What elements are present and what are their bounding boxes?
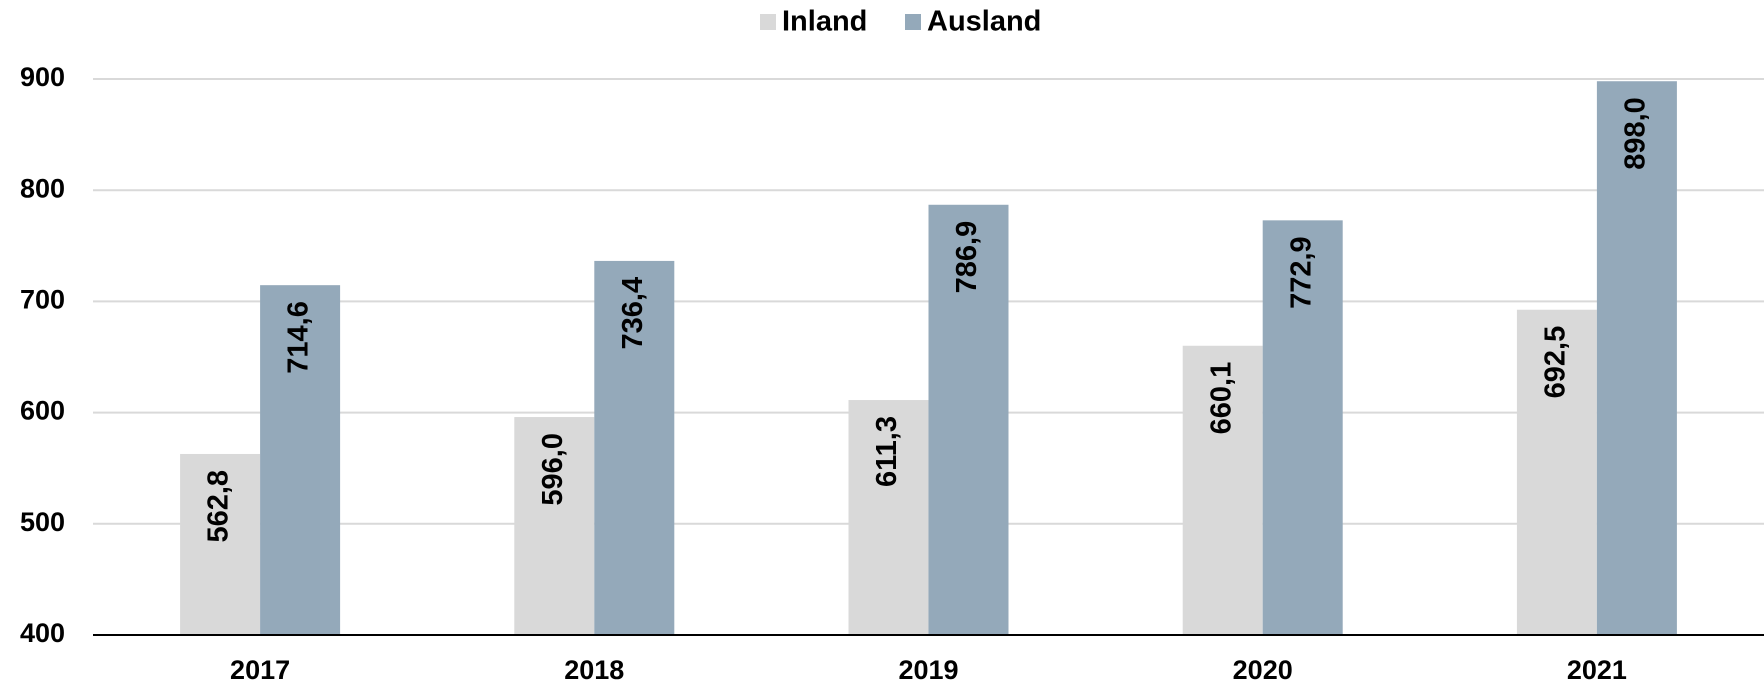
bar bbox=[1262, 220, 1343, 635]
y-tick-label: 500 bbox=[20, 507, 65, 537]
value-label: 714,6 bbox=[283, 301, 315, 374]
bar bbox=[928, 204, 1009, 635]
bar bbox=[1516, 309, 1597, 635]
value-label: 898,0 bbox=[1620, 97, 1652, 170]
bar bbox=[260, 285, 341, 635]
legend-swatch bbox=[905, 14, 921, 30]
y-tick-label: 600 bbox=[20, 396, 65, 426]
legend-label: Ausland bbox=[927, 6, 1041, 38]
bar bbox=[848, 400, 929, 635]
y-tick-label: 400 bbox=[20, 618, 65, 648]
bar bbox=[594, 260, 675, 635]
value-label: 772,9 bbox=[1285, 236, 1317, 309]
x-tick-label: 2021 bbox=[1567, 655, 1627, 685]
legend-swatch bbox=[760, 14, 776, 30]
value-label: 692,5 bbox=[1540, 326, 1572, 399]
bar bbox=[1596, 81, 1677, 635]
value-label: 736,4 bbox=[617, 277, 649, 350]
value-label: 660,1 bbox=[1205, 362, 1237, 435]
bar bbox=[1182, 345, 1263, 635]
bar bbox=[514, 417, 595, 635]
x-tick-label: 2019 bbox=[898, 655, 958, 685]
value-label: 596,0 bbox=[537, 433, 569, 506]
value-label: 562,8 bbox=[203, 470, 235, 543]
x-tick-label: 2018 bbox=[564, 655, 624, 685]
y-tick-label: 700 bbox=[20, 285, 65, 315]
bar bbox=[180, 453, 261, 635]
y-tick-label: 800 bbox=[20, 173, 65, 203]
value-label: 611,3 bbox=[871, 416, 903, 487]
value-label: 786,9 bbox=[951, 221, 983, 294]
legend-label: Inland bbox=[782, 6, 867, 38]
x-tick-label: 2017 bbox=[230, 655, 290, 685]
x-tick-label: 2020 bbox=[1233, 655, 1293, 685]
y-tick-label: 900 bbox=[20, 62, 65, 92]
